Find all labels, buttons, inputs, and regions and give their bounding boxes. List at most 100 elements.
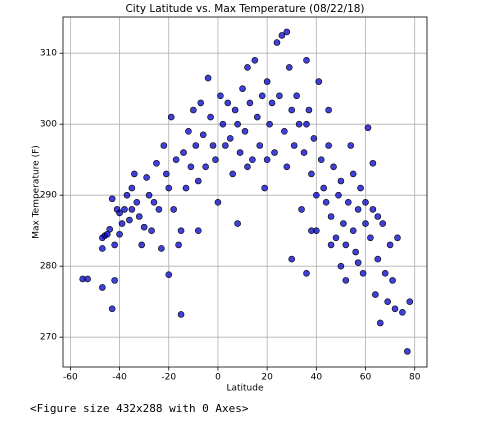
data-point <box>155 206 163 213</box>
data-point <box>374 255 382 263</box>
data-point <box>207 113 214 121</box>
data-point <box>212 156 219 163</box>
x-tick-label: -20 <box>161 373 176 383</box>
data-point <box>177 227 185 234</box>
x-tick-label: -60 <box>63 373 78 383</box>
data-point <box>135 213 143 220</box>
data-point <box>308 170 315 178</box>
data-point <box>384 298 391 305</box>
data-point <box>263 156 271 163</box>
data-point <box>290 142 298 149</box>
data-point <box>266 120 273 128</box>
data-point <box>288 106 296 114</box>
data-point <box>202 163 209 171</box>
data-point <box>325 106 332 114</box>
data-point <box>391 305 399 313</box>
data-point <box>177 311 185 318</box>
data-point <box>170 206 177 213</box>
data-point <box>340 220 347 227</box>
data-point <box>182 184 190 192</box>
data-point <box>406 298 414 305</box>
data-point <box>337 177 345 185</box>
x-axis-label: Latitude <box>226 384 264 394</box>
data-point <box>158 245 165 252</box>
data-point <box>285 64 293 71</box>
data-point <box>308 227 315 234</box>
data-point <box>310 135 318 142</box>
data-point <box>359 269 367 277</box>
data-point <box>273 39 281 46</box>
data-point <box>305 106 313 114</box>
data-point <box>249 156 256 163</box>
data-point <box>372 291 379 298</box>
data-point <box>219 120 227 128</box>
data-point <box>172 156 180 163</box>
data-point <box>234 220 241 227</box>
x-tick-label: 60 <box>360 373 372 383</box>
data-point <box>261 184 268 192</box>
data-point <box>332 234 340 242</box>
data-point <box>192 142 200 149</box>
data-point <box>121 206 128 213</box>
data-point <box>283 163 291 171</box>
data-point <box>187 163 195 171</box>
data-point <box>357 184 364 192</box>
data-point <box>317 156 325 163</box>
data-point <box>278 32 286 39</box>
data-point <box>354 206 362 213</box>
data-point <box>175 241 182 249</box>
data-point <box>197 99 205 107</box>
data-point <box>374 213 382 220</box>
data-point <box>300 149 308 156</box>
data-point <box>399 309 406 316</box>
data-point <box>367 234 374 242</box>
data-point <box>246 99 254 107</box>
data-point <box>128 206 136 213</box>
data-point <box>143 174 150 181</box>
data-point <box>354 259 362 266</box>
data-point <box>386 241 394 249</box>
data-point <box>320 184 328 192</box>
data-point <box>352 248 359 256</box>
data-point <box>194 177 202 185</box>
data-point <box>244 64 251 71</box>
data-point <box>239 85 246 93</box>
data-point <box>106 225 114 233</box>
x-tick-label: 80 <box>409 373 421 383</box>
data-point <box>404 348 411 355</box>
data-point <box>362 198 369 206</box>
chart: City Latitude vs. Max Temperature (08/22… <box>32 3 428 394</box>
data-point <box>234 120 241 128</box>
data-point <box>131 170 138 178</box>
data-point <box>337 262 345 270</box>
data-point <box>344 198 352 206</box>
data-point <box>369 206 377 213</box>
x-tick-label: 20 <box>261 373 273 383</box>
data-point <box>222 142 229 149</box>
data-point <box>217 92 224 100</box>
data-point <box>111 277 118 284</box>
data-point <box>167 113 175 121</box>
data-point <box>295 120 303 128</box>
data-point <box>303 120 310 128</box>
data-point <box>303 57 310 64</box>
data-point <box>226 135 234 142</box>
data-point <box>160 142 168 149</box>
data-point <box>140 223 148 231</box>
figure-footer: <Figure size 432x288 with 0 Axes> <box>30 402 249 415</box>
data-point <box>99 245 106 252</box>
data-point <box>231 106 239 114</box>
data-point <box>313 191 320 199</box>
data-point <box>283 28 291 36</box>
data-point <box>303 269 310 277</box>
data-point <box>111 241 118 249</box>
data-point <box>236 149 244 156</box>
data-point <box>116 230 123 238</box>
y-axis-label: Max Temperature (F) <box>32 145 42 239</box>
data-point <box>185 128 192 135</box>
data-point <box>362 220 369 227</box>
data-point <box>288 255 296 263</box>
data-point <box>325 142 332 149</box>
chart-title: City Latitude vs. Max Temperature (08/22… <box>125 3 364 15</box>
